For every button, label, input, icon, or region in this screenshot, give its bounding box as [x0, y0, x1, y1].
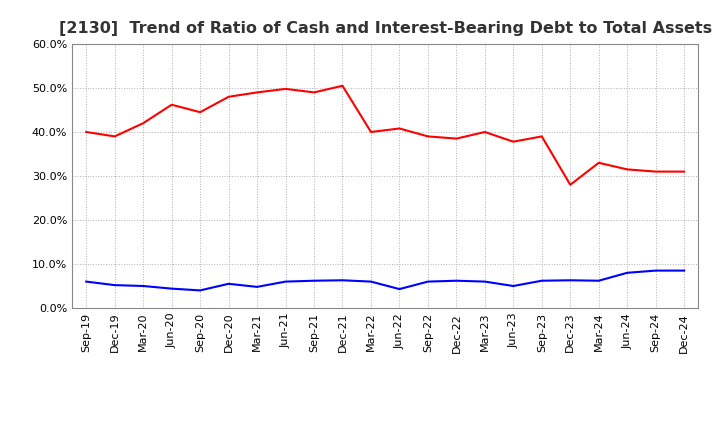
- Cash: [680, 169, 688, 174]
- Cash: [82, 129, 91, 135]
- Title: [2130]  Trend of Ratio of Cash and Interest-Bearing Debt to Total Assets: [2130] Trend of Ratio of Cash and Intere…: [58, 21, 712, 36]
- Interest-Bearing Debt: [310, 278, 318, 283]
- Interest-Bearing Debt: [595, 278, 603, 283]
- Cash: [395, 126, 404, 131]
- Cash: [196, 110, 204, 115]
- Interest-Bearing Debt: [537, 278, 546, 283]
- Interest-Bearing Debt: [652, 268, 660, 273]
- Cash: [652, 169, 660, 174]
- Interest-Bearing Debt: [282, 279, 290, 284]
- Cash: [623, 167, 631, 172]
- Interest-Bearing Debt: [196, 288, 204, 293]
- Interest-Bearing Debt: [167, 286, 176, 291]
- Interest-Bearing Debt: [338, 278, 347, 283]
- Interest-Bearing Debt: [452, 278, 461, 283]
- Interest-Bearing Debt: [509, 283, 518, 289]
- Cash: [225, 94, 233, 99]
- Interest-Bearing Debt: [623, 270, 631, 275]
- Interest-Bearing Debt: [680, 268, 688, 273]
- Cash: [480, 129, 489, 135]
- Interest-Bearing Debt: [566, 278, 575, 283]
- Cash: [110, 134, 119, 139]
- Interest-Bearing Debt: [423, 279, 432, 284]
- Line: Interest-Bearing Debt: Interest-Bearing Debt: [86, 271, 684, 290]
- Cash: [452, 136, 461, 141]
- Interest-Bearing Debt: [253, 284, 261, 290]
- Cash: [338, 83, 347, 88]
- Line: Cash: Cash: [86, 86, 684, 185]
- Cash: [423, 134, 432, 139]
- Cash: [310, 90, 318, 95]
- Cash: [282, 86, 290, 92]
- Interest-Bearing Debt: [110, 282, 119, 288]
- Cash: [566, 182, 575, 187]
- Cash: [167, 102, 176, 107]
- Interest-Bearing Debt: [225, 281, 233, 286]
- Interest-Bearing Debt: [395, 286, 404, 292]
- Cash: [595, 160, 603, 165]
- Cash: [509, 139, 518, 144]
- Interest-Bearing Debt: [82, 279, 91, 284]
- Interest-Bearing Debt: [139, 283, 148, 289]
- Interest-Bearing Debt: [480, 279, 489, 284]
- Interest-Bearing Debt: [366, 279, 375, 284]
- Cash: [366, 129, 375, 135]
- Cash: [537, 134, 546, 139]
- Cash: [139, 121, 148, 126]
- Cash: [253, 90, 261, 95]
